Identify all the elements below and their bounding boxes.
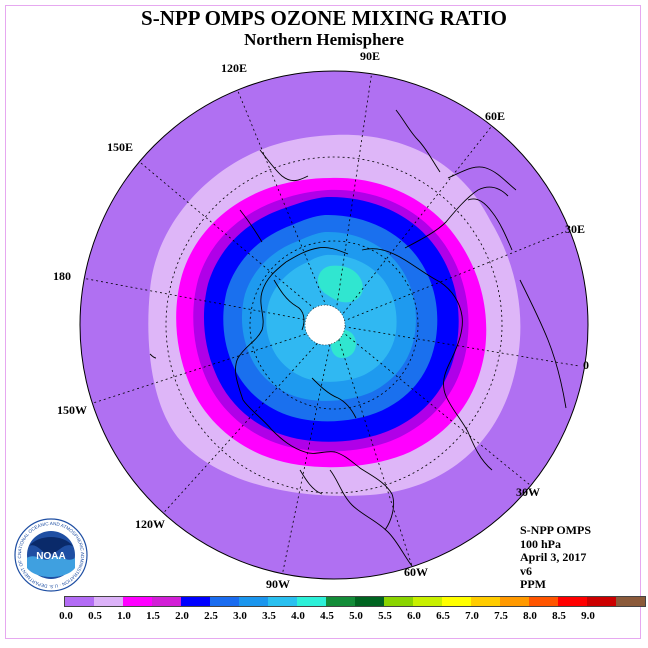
info-level: 100 hPa xyxy=(520,536,562,551)
info-date: April 3, 2017 xyxy=(520,550,587,564)
colorbar-tick-label: 5.0 xyxy=(349,610,363,622)
map-border xyxy=(79,70,589,580)
colorbar-segment xyxy=(181,597,210,606)
colorbar-tick-label: 0.0 xyxy=(59,610,73,622)
colorbar-segment xyxy=(587,597,616,606)
lon-label-120e: 120E xyxy=(221,61,247,75)
colorbar-segment xyxy=(500,597,529,606)
lon-label-180: 180 xyxy=(53,269,71,283)
lon-label-60w: 60W xyxy=(404,565,428,579)
lon-label-150w: 150W xyxy=(57,403,87,417)
colorbar-segment xyxy=(471,597,500,606)
info-instrument: S-NPP OMPS xyxy=(520,523,591,537)
colorbar-tick-label: 2.5 xyxy=(204,610,218,622)
colorbar-tick-label: 3.0 xyxy=(233,610,247,622)
lon-label-0: 0 xyxy=(583,358,589,372)
colorbar-tick-label: 7.0 xyxy=(465,610,479,622)
colorbar-tick-label: 6.5 xyxy=(436,610,450,622)
colorbar-tick-label: 6.0 xyxy=(407,610,421,622)
colorbar-segment xyxy=(65,597,94,606)
colorbar-tick-label: 5.5 xyxy=(378,610,392,622)
colorbar-segment xyxy=(355,597,384,606)
colorbar-segment xyxy=(123,597,152,606)
colorbar-tick-label: 1.5 xyxy=(146,610,160,622)
colorbar-segment xyxy=(297,597,326,606)
colorbar-segment xyxy=(94,597,123,606)
colorbar-tick-label: 0.5 xyxy=(88,610,102,622)
colorbar-tick-label: 9.0 xyxy=(581,610,595,622)
colorbar-segment xyxy=(616,597,645,606)
lon-label-30e: 30E xyxy=(565,222,585,236)
colorbar-tick-label: 3.5 xyxy=(262,610,276,622)
lon-label-150e: 150E xyxy=(107,140,133,154)
noaa-logo: NATIONAL OCEANIC AND ATMOSPHERIC ADMINIS… xyxy=(12,514,88,592)
lon-label-90e: 90E xyxy=(360,49,380,63)
colorbar-segment xyxy=(239,597,268,606)
colorbar-tick-label: 1.0 xyxy=(117,610,131,622)
colorbar-segment xyxy=(384,597,413,606)
coastlines xyxy=(149,109,567,567)
colorbar-tick-label: 8.0 xyxy=(523,610,537,622)
lon-label-60e: 60E xyxy=(485,109,505,123)
colorbar xyxy=(64,596,646,607)
colorbar-tick-label: 7.5 xyxy=(494,610,508,622)
lon-label-120w: 120W xyxy=(135,517,165,531)
colorbar-segment xyxy=(413,597,442,606)
colorbar-tick-label: 4.0 xyxy=(291,610,305,622)
graticule xyxy=(81,71,580,577)
colorbar-tick-label: 4.5 xyxy=(320,610,334,622)
map-subtitle: Northern Hemisphere xyxy=(244,30,404,49)
pole-hole xyxy=(304,304,346,346)
colorbar-segment xyxy=(442,597,471,606)
lon-label-90w: 90W xyxy=(266,577,290,591)
map-title: S-NPP OMPS OZONE MIXING RATIO xyxy=(141,6,507,30)
info-version: v6 xyxy=(520,563,532,578)
colorbar-segment xyxy=(210,597,239,606)
colorbar-tick-label: 2.0 xyxy=(175,610,189,622)
info-block: S-NPP OMPS 100 hPa April 3, 2017 v6 PPM xyxy=(520,523,591,592)
colorbar-segment xyxy=(152,597,181,606)
figure-frame xyxy=(5,5,641,639)
logo-text: NOAA xyxy=(36,551,65,562)
colorbar-ticks: 0.0 0.5 1.0 1.5 2.0 2.5 3.0 3.5 4.0 4.5 5.0 5.5 6.0 6… xyxy=(50,610,610,624)
colorbar-segment xyxy=(558,597,587,606)
lon-label-30w: 30W xyxy=(516,485,540,499)
colorbar-tick-label: 8.5 xyxy=(552,610,566,622)
colorbar-segment xyxy=(268,597,297,606)
colorbar-segment xyxy=(529,597,558,606)
info-units: PPM xyxy=(520,577,546,591)
colorbar-segment xyxy=(326,597,355,606)
